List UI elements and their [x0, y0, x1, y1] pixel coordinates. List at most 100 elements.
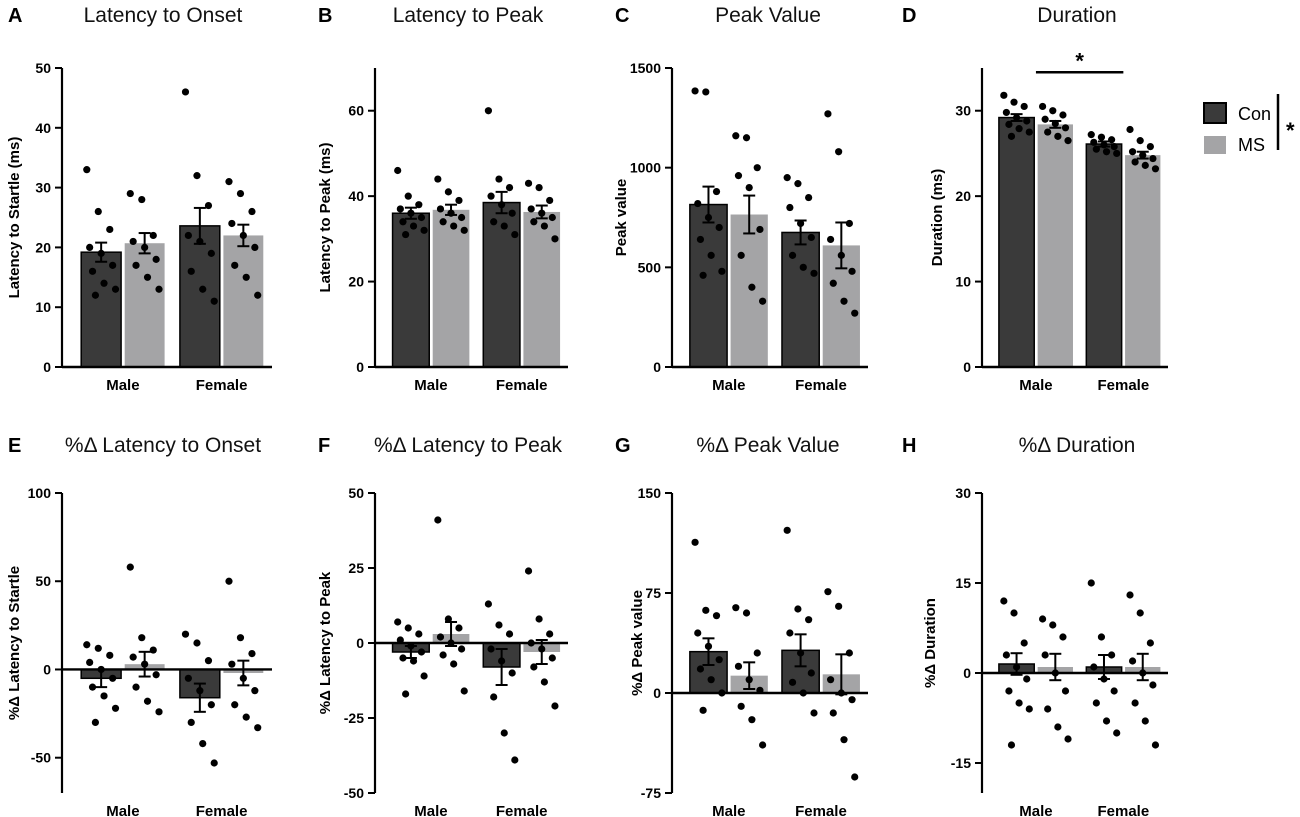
data-point: [694, 629, 702, 637]
data-point: [835, 602, 843, 610]
data-point: [546, 196, 554, 205]
x-category-label: Female: [795, 803, 847, 817]
data-point: [794, 180, 802, 188]
data-point: [126, 563, 134, 571]
panel-e: E %Δ Latency to Onset -50 0 50 100 %Δ Latency …: [6, 434, 272, 817]
data-point: [402, 230, 410, 239]
data-point: [783, 526, 791, 534]
legend: Con MS *: [1203, 94, 1295, 155]
data-point: [1010, 98, 1018, 106]
data-point: [204, 201, 213, 210]
data-point: [1128, 657, 1137, 665]
data-point: [97, 249, 105, 257]
data-point: [783, 174, 791, 182]
panel-a: A Latency to Onset 0 10 20 30 40 50 Latency to S…: [6, 4, 272, 394]
data-point: [734, 172, 743, 180]
data-point: [394, 166, 402, 175]
data-point: [1054, 132, 1062, 140]
data-point: [152, 671, 160, 679]
data-point: [1020, 639, 1028, 647]
data-point: [251, 243, 259, 251]
panel-letter: B: [318, 5, 332, 27]
data-point: [83, 641, 91, 649]
data-point: [810, 269, 818, 277]
data-point: [207, 249, 215, 257]
data-point: [149, 231, 157, 240]
data-point: [704, 642, 713, 650]
data-point: [498, 657, 506, 665]
y-tick-label: 100: [28, 485, 52, 501]
data-point: [242, 273, 250, 281]
data-point: [1007, 741, 1016, 749]
data-point: [753, 649, 761, 657]
data-point: [399, 654, 407, 662]
bar-ms-male: [124, 243, 165, 367]
y-tick-label: 10: [35, 299, 51, 315]
data-point: [1146, 142, 1154, 151]
data-point: [742, 609, 751, 617]
data-point: [495, 175, 503, 183]
data-point: [1087, 131, 1095, 139]
data-point: [1113, 149, 1121, 158]
data-point: [508, 669, 516, 677]
data-point: [538, 209, 546, 217]
data-point: [149, 646, 157, 654]
panel-letter: G: [615, 435, 631, 457]
data-point: [535, 184, 543, 192]
data-point: [402, 690, 410, 698]
data-point: [551, 702, 559, 710]
data-point: [91, 291, 100, 299]
data-point: [248, 649, 256, 658]
data-point: [1090, 663, 1098, 671]
data-point: [1044, 705, 1052, 713]
data-point: [548, 213, 556, 222]
data-point: [1126, 125, 1134, 134]
x-category-label: Female: [1098, 377, 1150, 394]
data-point: [786, 629, 794, 637]
data-point: [396, 205, 404, 213]
data-point: [490, 218, 498, 226]
x-category-label: Female: [1098, 803, 1150, 817]
data-point: [1025, 128, 1033, 136]
data-point: [794, 605, 802, 613]
data-point: [702, 606, 710, 614]
data-point: [129, 237, 137, 246]
data-point: [500, 222, 508, 230]
data-point: [1059, 111, 1067, 119]
data-point: [737, 251, 745, 259]
data-point: [193, 172, 201, 180]
data-point: [1087, 579, 1095, 587]
x-category-label: Male: [106, 377, 139, 394]
data-point: [704, 213, 713, 222]
data-point: [1131, 158, 1139, 166]
y-tick-label: 50: [35, 60, 51, 76]
data-point: [404, 624, 412, 632]
data-point: [111, 704, 120, 712]
data-point: [732, 132, 740, 140]
data-point: [702, 88, 710, 96]
data-point: [86, 658, 94, 667]
data-point: [1005, 687, 1013, 695]
y-tick-label: 50: [348, 485, 364, 501]
y-tick-label: 40: [35, 120, 51, 136]
y-tick-label: 0: [43, 359, 51, 375]
data-point: [1102, 148, 1111, 156]
panel-h: H %Δ Duration -15 0 15 30 %Δ Duration Male Femal…: [902, 434, 1168, 817]
legend-swatch-con: [1203, 102, 1227, 124]
data-point: [1136, 137, 1144, 145]
data-point: [484, 107, 493, 115]
data-point: [143, 273, 152, 281]
data-point: [457, 645, 466, 653]
y-tick-label: 25: [348, 560, 364, 576]
data-point: [181, 88, 190, 96]
data-point: [450, 660, 458, 668]
data-point: [450, 222, 458, 230]
data-point: [540, 678, 548, 686]
data-point: [527, 205, 535, 213]
data-point: [712, 612, 721, 620]
data-point: [1139, 151, 1147, 159]
data-point: [756, 225, 764, 234]
data-point: [1059, 633, 1067, 641]
legend-label-ms: MS: [1238, 135, 1265, 155]
data-point: [155, 285, 163, 293]
